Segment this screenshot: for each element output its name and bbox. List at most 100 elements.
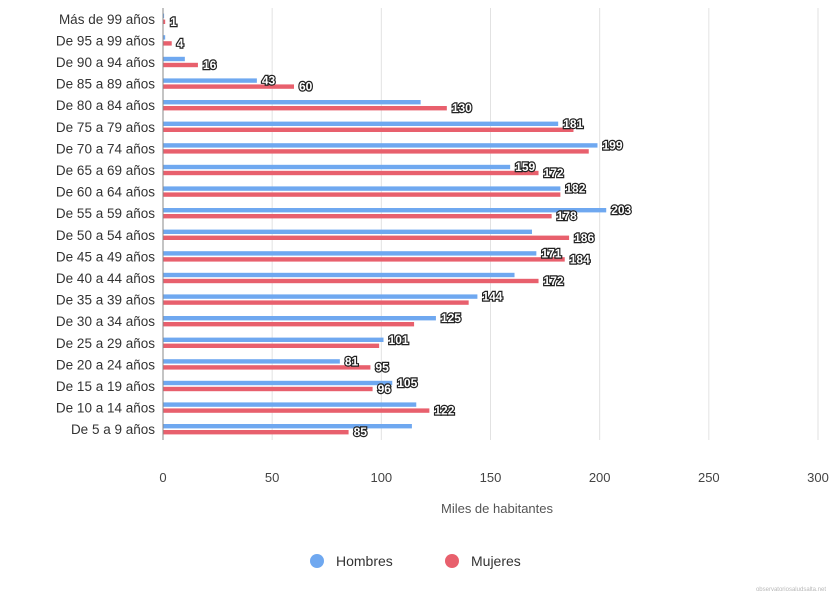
data-label: 181 bbox=[563, 117, 583, 131]
x-tick-labels: 0 50 100 150 200 250 300 bbox=[159, 470, 828, 485]
watermark-text: observatoriosaludsalta.net bbox=[756, 587, 826, 593]
bar-hombres bbox=[163, 35, 166, 40]
x-tick-label-50: 50 bbox=[265, 470, 279, 485]
category-labels: Más de 99 años De 95 a 99 años De 90 a 94 … bbox=[56, 12, 155, 437]
data-label: 184 bbox=[570, 252, 590, 266]
data-label: 199 bbox=[602, 138, 622, 152]
category-label: De 75 a 79 años bbox=[56, 120, 155, 135]
bar-hombres bbox=[163, 402, 417, 407]
bar-hombres bbox=[163, 380, 393, 386]
bar-mujeres bbox=[163, 170, 539, 176]
category-label: De 90 a 94 años bbox=[56, 55, 155, 70]
category-label: De 60 a 64 años bbox=[56, 185, 155, 200]
x-tick-label-0: 0 bbox=[159, 470, 166, 485]
bar-hombres bbox=[163, 100, 421, 105]
data-label: 172 bbox=[544, 166, 564, 180]
bar-hombres bbox=[163, 316, 436, 321]
data-label: 130 bbox=[452, 101, 472, 115]
gridlines bbox=[271, 8, 819, 440]
data-label: 85 bbox=[354, 425, 368, 439]
bar-hombres bbox=[163, 294, 478, 299]
category-label: De 20 a 24 años bbox=[56, 357, 155, 372]
bar-mujeres bbox=[163, 84, 294, 89]
legend: Hombres Mujeres bbox=[310, 553, 521, 569]
bar-mujeres bbox=[163, 343, 380, 348]
bar-mujeres bbox=[163, 127, 574, 132]
bar-mujeres bbox=[163, 322, 415, 327]
category-label: Más de 99 años bbox=[59, 12, 155, 27]
data-label: 60 bbox=[299, 80, 313, 94]
bar-mujeres bbox=[163, 149, 589, 154]
data-label: 105 bbox=[397, 376, 417, 390]
bar-hombres bbox=[163, 337, 384, 342]
category-label: De 15 a 19 años bbox=[56, 379, 155, 394]
bar-mujeres bbox=[163, 62, 198, 68]
x-tick-label-250: 250 bbox=[698, 470, 720, 485]
data-label: 95 bbox=[375, 360, 389, 374]
x-axis-title: Miles de habitantes bbox=[441, 501, 554, 516]
data-label: 171 bbox=[541, 246, 561, 260]
category-label: De 40 a 44 años bbox=[56, 271, 155, 286]
x-tick-label-200: 200 bbox=[589, 470, 611, 485]
data-label: 182 bbox=[565, 182, 585, 196]
data-label: 81 bbox=[345, 354, 359, 368]
category-label: De 85 a 89 años bbox=[56, 77, 155, 92]
bar-hombres bbox=[163, 143, 598, 148]
bar-mujeres bbox=[163, 278, 539, 284]
category-label: De 10 a 14 años bbox=[56, 401, 155, 416]
category-label: De 5 a 9 años bbox=[71, 422, 155, 437]
bar-mujeres bbox=[163, 19, 166, 24]
data-label: 203 bbox=[611, 203, 631, 217]
bar-mujeres bbox=[163, 41, 172, 46]
category-label: De 65 a 69 años bbox=[56, 163, 155, 178]
x-tick-label-100: 100 bbox=[370, 470, 392, 485]
bar-hombres bbox=[163, 121, 559, 126]
category-label: De 35 a 39 años bbox=[56, 293, 155, 308]
category-label: De 80 a 84 años bbox=[56, 98, 155, 113]
bar-mujeres bbox=[163, 430, 349, 435]
bar-hombres bbox=[163, 164, 511, 170]
category-label: De 25 a 29 años bbox=[56, 336, 155, 351]
data-label: 96 bbox=[378, 382, 392, 396]
bar-hombres bbox=[163, 56, 185, 62]
data-label: 186 bbox=[574, 231, 594, 245]
bar-mujeres bbox=[163, 365, 371, 370]
legend-swatch-mujeres bbox=[445, 554, 459, 568]
x-tick-label-300: 300 bbox=[807, 470, 829, 485]
category-label: De 50 a 54 años bbox=[56, 228, 155, 243]
bar-hombres bbox=[163, 272, 515, 278]
category-label: De 30 a 34 años bbox=[56, 314, 155, 329]
bar-hombres bbox=[163, 186, 561, 191]
data-label: 159 bbox=[515, 160, 535, 174]
bar-mujeres bbox=[163, 257, 565, 262]
bar-mujeres bbox=[163, 408, 430, 413]
data-label: 101 bbox=[389, 333, 409, 347]
bar-hombres bbox=[163, 208, 607, 213]
data-label: 178 bbox=[557, 209, 577, 223]
bar-mujeres bbox=[163, 192, 561, 197]
category-label: De 70 a 74 años bbox=[56, 141, 155, 156]
legend-swatch-hombres bbox=[310, 554, 324, 568]
legend-label-hombres: Hombres bbox=[336, 553, 393, 569]
category-label: De 95 a 99 años bbox=[56, 33, 155, 48]
data-label: 172 bbox=[544, 274, 564, 288]
bar-mujeres bbox=[163, 214, 552, 219]
bar-mujeres bbox=[163, 106, 447, 111]
data-label: 4 bbox=[177, 36, 184, 50]
category-label: De 55 a 59 años bbox=[56, 206, 155, 221]
bar-hombres bbox=[163, 359, 340, 364]
data-label: 144 bbox=[482, 290, 502, 304]
legend-label-mujeres: Mujeres bbox=[471, 553, 521, 569]
data-label: 122 bbox=[434, 404, 454, 418]
bar-hombres bbox=[163, 424, 412, 429]
bar-mujeres bbox=[163, 235, 570, 240]
data-label: 125 bbox=[441, 311, 461, 325]
bars-group bbox=[163, 13, 607, 435]
bar-hombres bbox=[163, 13, 165, 18]
data-label: 16 bbox=[203, 58, 217, 72]
data-label: 1 bbox=[170, 15, 177, 29]
data-label: 43 bbox=[262, 74, 276, 88]
bar-mujeres bbox=[163, 300, 469, 305]
